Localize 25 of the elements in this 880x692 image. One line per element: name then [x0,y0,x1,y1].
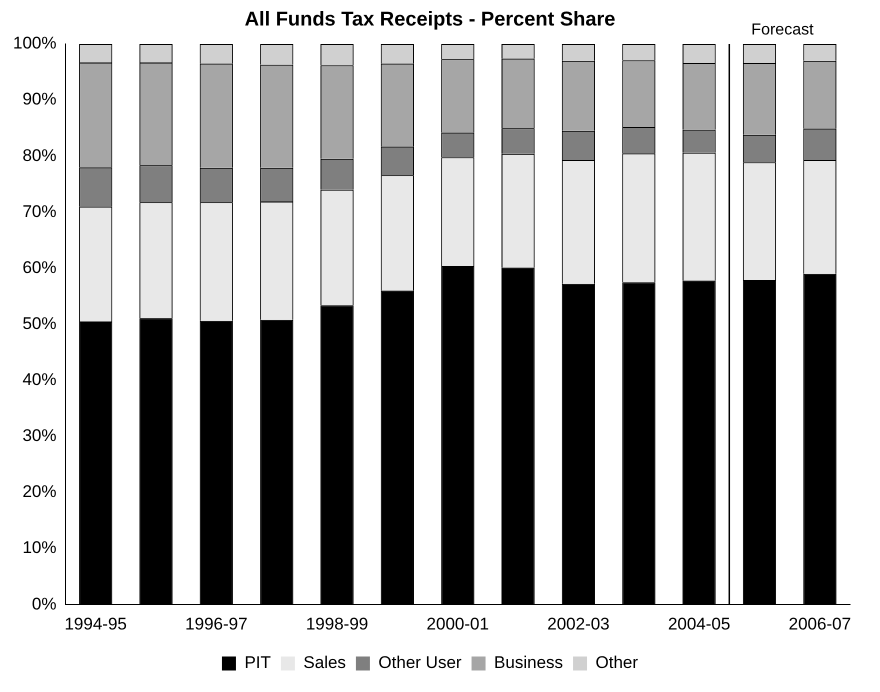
y-tick-label: 80% [22,146,56,165]
y-tick-label: 70% [22,202,56,221]
legend-label: Business [494,653,564,672]
y-tick-label: 100% [12,34,56,53]
x-tick-label: 1996-97 [185,614,248,634]
x-tick-label: 1994-95 [64,614,127,634]
y-tick-label: 90% [22,90,56,109]
y-tick-label: 0% [32,594,56,614]
chart-title: All Funds Tax Receipts - Percent Share [244,8,616,31]
y-tick-label: 30% [22,426,56,446]
y-tick-label: 40% [22,370,56,390]
x-tick-label: 2004-05 [668,614,730,634]
legend-label: PIT [244,653,271,672]
y-tick-label: 10% [22,538,56,558]
legend-label: Other User [378,653,462,672]
x-tick-label: 2002-03 [547,614,610,634]
legend-label: Sales [303,653,346,672]
y-tick-label: 20% [22,482,56,502]
y-tick-label: 60% [22,258,56,277]
legend-label: Other [596,653,638,672]
y-tick-label: 50% [22,314,56,333]
x-tick-label: 2000-01 [426,614,489,634]
text: Forecast [751,21,814,38]
x-tick-label: 2006-07 [788,614,852,634]
x-tick-label: 1998-99 [306,614,368,634]
